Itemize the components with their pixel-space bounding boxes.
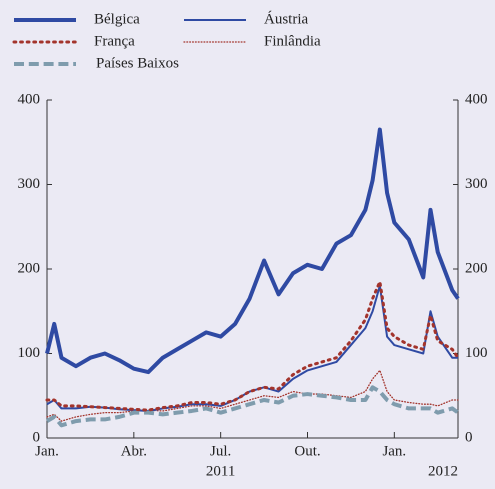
series-line xyxy=(45,280,460,412)
y-tick-label: 400 xyxy=(18,91,41,107)
year-label: 2012 xyxy=(428,463,458,479)
legend-label: Bélgica xyxy=(94,11,140,27)
x-tick-label: Jan. xyxy=(382,443,406,459)
y2-tick-label: 400 xyxy=(465,91,488,107)
series-line xyxy=(45,127,460,375)
legend-label: Áustria xyxy=(264,10,309,27)
x-tick-label: Abr. xyxy=(121,443,147,459)
y2-tick-label: 300 xyxy=(465,176,488,192)
legend-label: Finlândia xyxy=(264,33,321,49)
x-tick-label: Jan. xyxy=(35,443,59,459)
y-tick-label: 300 xyxy=(18,176,41,192)
legend-label: França xyxy=(94,33,135,49)
legend-label: Países Baixos xyxy=(96,55,179,71)
y2-tick-label: 200 xyxy=(465,260,488,276)
x-tick-label: Out. xyxy=(294,443,320,459)
series-line xyxy=(46,369,459,422)
y-tick-label: 0 xyxy=(33,429,41,445)
y2-tick-label: 0 xyxy=(465,429,473,445)
y-tick-label: 200 xyxy=(18,260,41,276)
y2-tick-label: 100 xyxy=(465,345,488,361)
y-tick-label: 100 xyxy=(18,345,41,361)
year-label: 2011 xyxy=(206,463,235,479)
x-tick-label: Jul. xyxy=(210,443,231,459)
